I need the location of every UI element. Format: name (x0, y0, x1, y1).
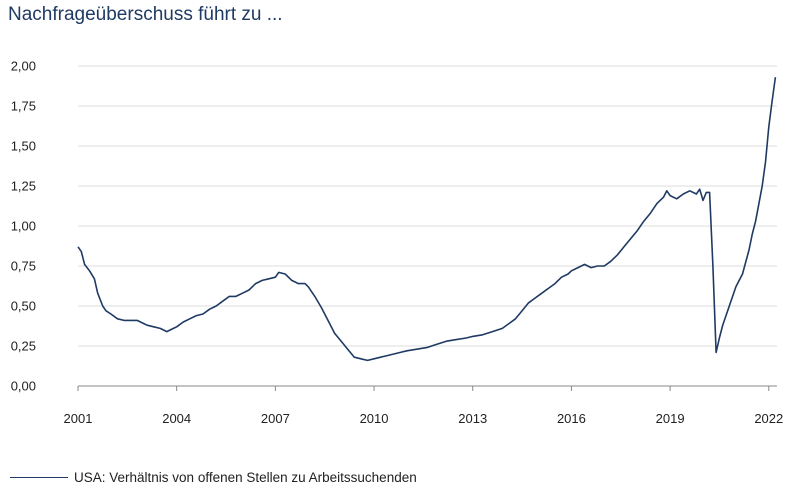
y-tick-label: 0,00 (11, 379, 36, 394)
series-line (77, 77, 777, 362)
legend-line-swatch (10, 477, 68, 478)
x-tick-label: 2013 (458, 411, 487, 426)
legend-label: USA: Verhältnis von offenen Stellen zu A… (74, 470, 417, 485)
y-tick-label: 1,00 (11, 219, 36, 234)
grid-lines (78, 65, 777, 387)
y-tick-label: 0,75 (11, 259, 36, 274)
y-tick-label: 2,00 (11, 59, 36, 74)
x-tick-label: 2004 (162, 411, 191, 426)
line-chart: 0,00 0,25 0,50 0,75 1,00 1,25 1,50 1,75 2,00 200… (11, 59, 784, 427)
y-tick-label: 1,25 (11, 179, 36, 194)
legend: USA: Verhältnis von offenen Stellen zu A… (10, 470, 417, 485)
chart-title: Nachfrageüberschuss führt zu ... (8, 4, 283, 25)
y-axis: 0,00 0,25 0,50 0,75 1,00 1,25 1,50 1,75 2,00 (11, 59, 36, 394)
x-tick-label: 2019 (656, 411, 685, 426)
y-tick-label: 0,25 (11, 339, 36, 354)
y-tick-label: 1,50 (11, 139, 36, 154)
y-tick-label: 1,75 (11, 99, 36, 114)
x-tick-label: 2022 (754, 411, 783, 426)
series-layer (77, 77, 777, 362)
x-tick-label: 2016 (557, 411, 586, 426)
x-tick-label: 2007 (261, 411, 290, 426)
y-tick-label: 0,50 (11, 299, 36, 314)
x-axis: 2001 2004 2007 2010 2013 2016 2019 2022 (64, 386, 783, 426)
x-tick-label: 2010 (360, 411, 389, 426)
x-tick-label: 2001 (64, 411, 93, 426)
